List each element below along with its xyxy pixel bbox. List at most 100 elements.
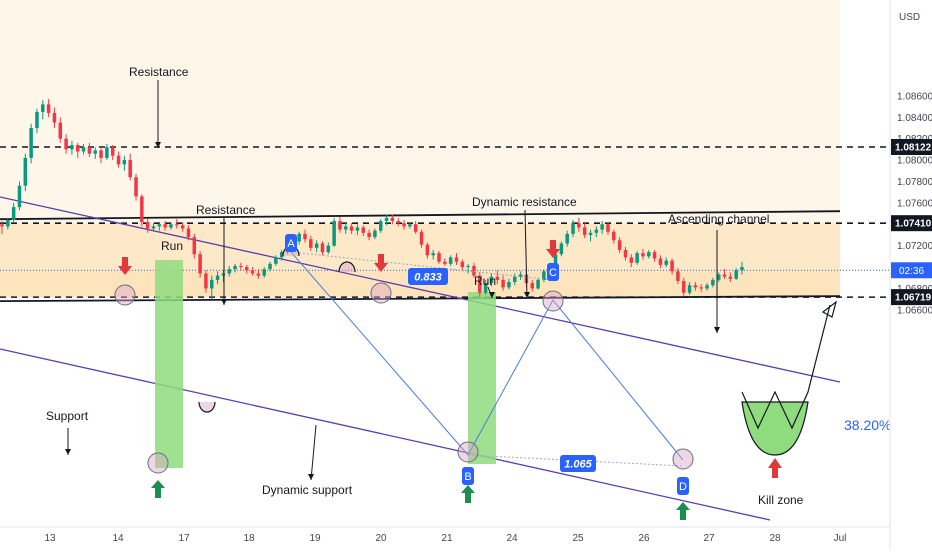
annotation-pointer [524, 209, 528, 299]
candle [617, 237, 622, 254]
candle [140, 194, 144, 227]
candle [681, 277, 686, 296]
candle [233, 263, 237, 273]
candle [81, 144, 86, 155]
annotation-arrow-icon [489, 292, 495, 298]
price-tick-label: 1.07600 [897, 198, 932, 209]
svg-text:1.065: 1.065 [564, 459, 592, 471]
candle [740, 261, 744, 275]
candle [349, 223, 354, 234]
candle [93, 147, 97, 159]
candle [256, 269, 261, 279]
pattern-point-label: C [547, 263, 559, 281]
annotation-ascending-channel: Ascending channel [668, 212, 769, 226]
touch-arc-marker [198, 401, 216, 413]
candle [35, 108, 39, 134]
svg-text:1.07410: 1.07410 [895, 219, 932, 230]
candle [670, 258, 674, 275]
candle [629, 254, 634, 268]
annotation-run-1: Run [161, 239, 183, 253]
candle [0, 221, 4, 234]
run-box [468, 292, 496, 464]
candle [518, 271, 523, 280]
candle [711, 277, 715, 288]
candle [355, 224, 360, 235]
price-tick-label: 1.08600 [897, 91, 932, 102]
candle [64, 134, 68, 154]
buy-arrow-icon [151, 480, 165, 498]
candle [23, 153, 28, 192]
svg-text:1.06719: 1.06719 [895, 293, 932, 304]
fib-level-label: 38.20% [844, 417, 891, 433]
candle [472, 262, 476, 278]
candle [244, 264, 249, 274]
price-marker-label: 1.07410 [891, 215, 932, 232]
candle [495, 270, 500, 285]
candle [204, 270, 208, 293]
touch-point-marker [114, 284, 136, 306]
candle [332, 217, 336, 247]
channel-lower-line [0, 348, 771, 521]
candle [309, 236, 313, 252]
candle [215, 271, 220, 285]
abcd-pattern-line [290, 251, 684, 461]
annotation-arrow-icon [65, 449, 71, 455]
candle [297, 231, 301, 245]
kill-zone-arrow-icon [768, 458, 782, 478]
candle [460, 259, 465, 272]
time-tick-label: 24 [506, 533, 518, 544]
candle [169, 222, 173, 230]
touch-arc-marker [338, 261, 356, 273]
time-tick-label: 21 [441, 533, 453, 544]
candle [635, 251, 639, 265]
candle [454, 253, 459, 265]
candle [734, 268, 738, 280]
candle [145, 218, 150, 233]
candle [647, 249, 651, 259]
candle [676, 268, 680, 285]
price-marker-label: 1.08122 [891, 139, 932, 155]
candle [413, 221, 418, 234]
candle [408, 222, 412, 229]
candle [163, 221, 167, 231]
candle [110, 145, 115, 161]
time-tick-label: 26 [638, 533, 650, 544]
time-tick-label: 28 [769, 533, 781, 544]
candle [437, 251, 441, 264]
annotation-dynamic-support: Dynamic support [262, 483, 353, 497]
resistance-line [0, 210, 841, 221]
candle [29, 123, 33, 164]
candle [559, 241, 564, 257]
annotation-arrow-icon [714, 327, 720, 333]
time-tick-label: 18 [243, 533, 255, 544]
candle [175, 218, 179, 229]
candle [652, 249, 657, 262]
sell-arrow-icon [118, 257, 132, 275]
candle [448, 255, 453, 266]
candle [478, 272, 482, 298]
candle [641, 248, 645, 260]
candle [425, 242, 430, 259]
candle [338, 216, 342, 233]
candle [716, 272, 721, 283]
price-tick-label: 1.08000 [897, 156, 932, 167]
annotation-kill-zone: Kill zone [758, 493, 804, 507]
touch-point-marker [457, 441, 479, 463]
annotation-arrow-icon [155, 142, 161, 148]
candle [122, 155, 127, 171]
svg-text:0.833: 0.833 [414, 272, 442, 284]
candle [99, 148, 103, 164]
candle [192, 233, 197, 259]
price-tick-label: 1.07200 [897, 241, 932, 252]
candle [542, 269, 546, 283]
price-tick-label: 1.06600 [897, 305, 932, 316]
sell-arrow-icon [546, 240, 560, 258]
channel-upper-line [0, 196, 841, 383]
price-marker-label: 1.06719 [891, 289, 932, 306]
candle [431, 249, 435, 260]
currency-label: USD [899, 12, 920, 23]
candle [274, 255, 278, 266]
candle [699, 284, 703, 292]
